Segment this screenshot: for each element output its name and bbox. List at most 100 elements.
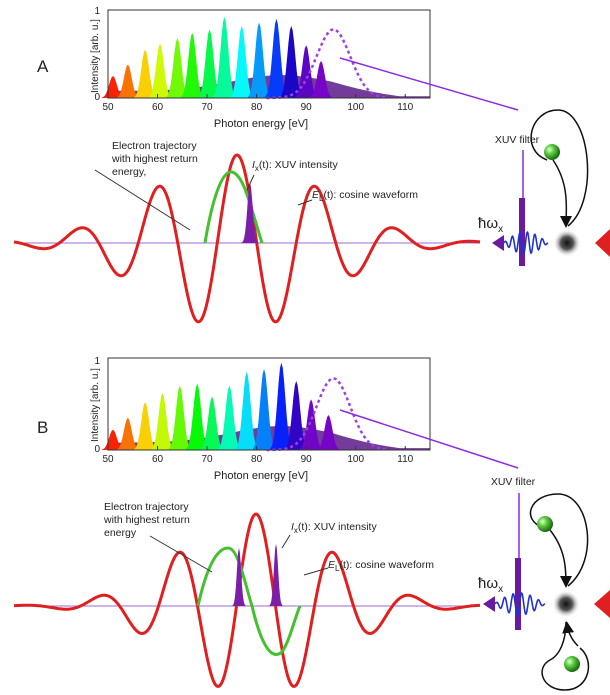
spectrum-a-ylabel: Intensity [arb. u.] bbox=[90, 19, 101, 93]
spectrum-b-harmonic-peak bbox=[116, 417, 139, 450]
photon-label-b: ħωx bbox=[478, 575, 503, 595]
spectrum-b-ylabel: Intensity [arb. u.] bbox=[90, 368, 101, 442]
spectrum-b-xlabel: Photon energy [eV] bbox=[214, 470, 308, 482]
trajectory-label-b-line2: with highest return bbox=[103, 514, 190, 526]
atom-a bbox=[553, 229, 581, 257]
filter-label-a: XUV filter bbox=[495, 134, 540, 146]
spectrum-b-harmonic-peak bbox=[300, 399, 323, 450]
trajectory-curve-b bbox=[196, 546, 302, 656]
pulse-diagram-b: Electron trajectory with highest return … bbox=[14, 501, 481, 688]
spectrum-a-xtick-label: 90 bbox=[301, 102, 313, 113]
panel-letter-b: B bbox=[37, 418, 48, 437]
filter-link-line-a bbox=[339, 57, 519, 111]
schematic-b: XUV filter ħωx bbox=[478, 476, 610, 691]
xuv-symbol-b: I bbox=[291, 521, 294, 533]
spectrum-a-ytick-bottom: 0 bbox=[94, 92, 100, 103]
spectrum-b-frame bbox=[107, 357, 431, 451]
filter-label-b: XUV filter bbox=[491, 476, 536, 488]
spectrum-a-harmonic-peak bbox=[309, 61, 333, 98]
photon-symbol-b: ħω bbox=[478, 575, 498, 592]
spectrum-a-harmonic-peak bbox=[295, 45, 318, 98]
field-waveform-b bbox=[14, 512, 481, 688]
spectrum-b-harmonic-peak bbox=[186, 383, 209, 450]
xuv-pointer-a bbox=[246, 174, 255, 191]
field-waveform-a bbox=[13, 153, 481, 324]
spectrum-b-xtick-label: 90 bbox=[301, 454, 313, 465]
laser-arrow-a bbox=[595, 229, 610, 257]
spectrum-b-xtick-label: 80 bbox=[251, 454, 263, 465]
spectrum-a: 1 0 Intensity [arb. u.] 50 60 70 80 90 100 110… bbox=[90, 6, 519, 130]
panel-b: B 1 0 Intensity [arb. u.] 50 60 70 80 90 100 1… bbox=[14, 356, 610, 691]
field-pointer-a bbox=[297, 199, 313, 206]
field-text-a: (t): cosine waveform bbox=[323, 189, 418, 201]
xuv-arrow-b bbox=[483, 596, 495, 612]
xuv-filter-b bbox=[515, 558, 521, 630]
photon-label-a: ħωx bbox=[478, 215, 503, 235]
emitted-pulse-a bbox=[502, 230, 549, 256]
spectrum-a-harmonic-peak bbox=[247, 22, 271, 98]
xuv-arrow-a bbox=[492, 235, 504, 251]
spectrum-b-plot bbox=[101, 362, 430, 452]
spectrum-a-harmonic-peak bbox=[148, 43, 172, 98]
spectrum-b-ytick-top: 1 bbox=[94, 356, 100, 367]
spectrum-b-filter-curve bbox=[266, 376, 386, 452]
spectrum-b-ytick-bottom: 0 bbox=[94, 444, 100, 455]
electron-a bbox=[544, 144, 560, 160]
photon-sub-a: x bbox=[498, 224, 503, 235]
trajectory-pointer-b bbox=[149, 535, 213, 573]
xuv-label-a: Ix(t): XUV intensity bbox=[252, 159, 338, 173]
spectrum-a-plot bbox=[101, 17, 430, 100]
spectrum-b-harmonic-peak bbox=[218, 385, 241, 450]
field-sub-b: L bbox=[335, 564, 340, 573]
field-label-a: EL(t): cosine waveform bbox=[312, 189, 418, 203]
pulse-diagram-a: Electron trajectory with highest return … bbox=[13, 140, 481, 324]
electron-top-b bbox=[537, 516, 553, 532]
xuv-text-b: (t): XUV intensity bbox=[298, 521, 378, 533]
electron-loop-top-b bbox=[529, 493, 589, 587]
xuv-symbol-a: I bbox=[252, 159, 255, 171]
spectrum-b-harmonic-peak bbox=[134, 402, 157, 450]
spectrum-a-ytick-top: 1 bbox=[94, 6, 100, 17]
spectrum-a-filter-curve bbox=[266, 28, 386, 100]
spectrum-a-harmonic-peak bbox=[134, 49, 157, 98]
field-sub-a: L bbox=[319, 194, 324, 203]
xuv-sub-a: x bbox=[255, 164, 259, 173]
spectrum-a-harmonic-peak bbox=[280, 25, 303, 99]
spectrum-a-harmonic-peak bbox=[198, 29, 221, 98]
field-symbol-b: E bbox=[328, 559, 336, 571]
trajectory-label-b-line1: Electron trajectory bbox=[104, 501, 189, 513]
schematic-a: XUV filter ħωx bbox=[478, 109, 610, 266]
spectrum-a-harmonic-peak bbox=[166, 38, 189, 98]
spectrum-b-xtick-label: 110 bbox=[397, 454, 413, 465]
spectrum-a-xtick-label: 70 bbox=[202, 102, 214, 113]
electron-bottom-b bbox=[564, 656, 580, 672]
spectrum-a-harmonic-peak bbox=[265, 18, 288, 98]
photon-sub-b: x bbox=[498, 584, 503, 595]
electron-return-top-b bbox=[549, 529, 572, 588]
spectrum-b-harmonic-peak bbox=[285, 381, 308, 450]
xuv-burst-a bbox=[240, 183, 260, 243]
spectrum-a-frame bbox=[107, 9, 431, 99]
spectrum-a-xtick-label: 60 bbox=[152, 102, 164, 113]
spectrum-a-harmonic-peak bbox=[213, 17, 236, 98]
spectrum-a-xtick-label: 50 bbox=[102, 102, 114, 113]
spectrum-b-xticks: 50 60 70 80 90 100 110 bbox=[102, 446, 414, 465]
spectrum-b-harmonic-peak bbox=[101, 429, 125, 450]
electron-return-bottom-b bbox=[562, 621, 579, 647]
electron-return-a bbox=[552, 159, 573, 228]
laser-arrow-b bbox=[594, 590, 610, 618]
emitted-pulse-b bbox=[493, 591, 546, 617]
trajectory-label-a-line1: Electron trajectory bbox=[112, 140, 197, 152]
xuv-label-b: Ix(t): XUV intensity bbox=[291, 521, 377, 535]
trajectory-label-b-line3: energy bbox=[104, 527, 137, 539]
spectrum-a-xtick-label: 100 bbox=[347, 102, 364, 113]
spectrum-b-harmonic-peak bbox=[151, 392, 174, 450]
spectrum-b-harmonic-peak bbox=[168, 385, 191, 450]
spectrum-a-xlabel: Photon energy [eV] bbox=[214, 118, 308, 130]
electron-loop-a bbox=[530, 109, 589, 227]
spectrum-b-xtick-label: 70 bbox=[202, 454, 214, 465]
spectrum-a-harmonic-peak bbox=[101, 76, 125, 98]
field-pointer-b bbox=[303, 567, 329, 576]
spectrum-a-harmonic-peak bbox=[181, 32, 204, 98]
